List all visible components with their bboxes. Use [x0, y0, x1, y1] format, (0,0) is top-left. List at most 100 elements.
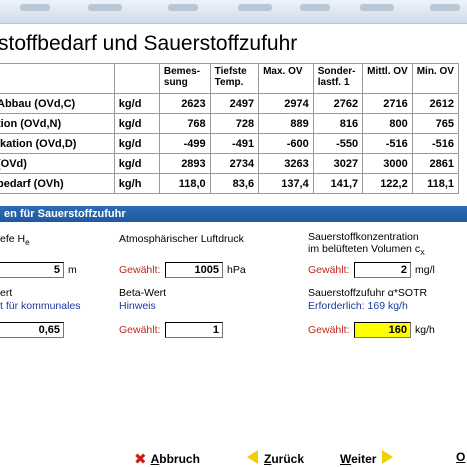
back-mnemonic: Z	[264, 452, 272, 466]
alpha-label: ert	[0, 287, 13, 299]
table-cell: 768	[158, 113, 211, 134]
beta-hint-link[interactable]: Hinweis	[119, 300, 156, 312]
table-cell: 800	[362, 113, 413, 134]
row-unit: kg/h	[113, 173, 160, 194]
cancel-label: bbruch	[159, 452, 200, 466]
row-unit: kg/d	[113, 133, 160, 154]
table-cell: 3027	[312, 153, 364, 174]
top-bar-item	[430, 4, 460, 11]
column-header-max-ov: Max. OV	[258, 63, 314, 94]
next-label: eiter	[351, 452, 377, 466]
table-cell: 2734	[209, 153, 260, 174]
back-label: urück	[271, 452, 305, 466]
table-header-row: Bemes-sung Tiefste Temp. Max. OV Sonder-l…	[0, 63, 460, 94]
row-label: ikation (OVd,D)	[0, 133, 115, 154]
table-cell: 137,4	[258, 173, 314, 194]
table-row: Abbau (OVd,C) kg/d 2623 2497 2974 2762 2…	[0, 93, 460, 114]
table-row: bedarf (OVh) kg/h 118,0 83,6 137,4 141,7…	[0, 173, 460, 194]
column-header-mittl-ov: Mittl. OV	[362, 63, 413, 94]
pressure-chosen-label: Gewählt:	[119, 264, 161, 276]
depth-input[interactable]: 5	[0, 262, 64, 278]
o2-concentration-unit: mg/l	[415, 264, 435, 276]
table-cell: -516	[362, 133, 413, 154]
top-bar-item	[360, 4, 394, 11]
oxygen-demand-table: Bemes-sung Tiefste Temp. Max. OV Sonder-l…	[0, 63, 460, 194]
window-top-bar	[0, 0, 467, 24]
beta-input[interactable]: 1	[165, 322, 223, 338]
sotr-required-text: Erforderlich: 169 kg/h	[308, 300, 408, 312]
arrow-right-icon	[382, 450, 394, 464]
table-cell: 728	[209, 113, 260, 134]
row-label: bedarf (OVh)	[0, 173, 115, 194]
ok-button[interactable]: O	[456, 450, 465, 464]
top-bar-item	[168, 4, 198, 11]
table-row: (OVd) kg/d 2893 2734 3263 3027 3000 2861	[0, 153, 460, 174]
beta-label: Beta-Wert	[119, 287, 167, 299]
table-cell: 118,0	[158, 173, 211, 194]
table-cell: 2623	[158, 93, 211, 114]
beta-chosen-label: Gewählt:	[119, 324, 161, 336]
sotr-label: Sauerstoffzufuhr α*SOTR	[308, 287, 428, 299]
table-cell: -499	[158, 133, 211, 154]
cancel-button[interactable]: ✖ Abbruch	[134, 450, 200, 467]
row-label: tion (OVd,N)	[0, 113, 115, 134]
column-header-tiefste-temp: Tiefste Temp.	[209, 63, 260, 94]
alpha-input[interactable]: 0,65	[0, 322, 64, 338]
column-header	[113, 63, 160, 94]
section-header: en für Sauerstoffzufuhr	[0, 206, 467, 222]
table-cell: 889	[258, 113, 314, 134]
row-unit: kg/d	[113, 113, 160, 134]
table-row: ikation (OVd,D) kg/d -499 -491 -600 -550…	[0, 133, 460, 154]
table-cell: -600	[258, 133, 314, 154]
table-cell: 2974	[258, 93, 314, 114]
depth-label: efe He	[0, 233, 30, 248]
next-button[interactable]: Weiter	[340, 450, 394, 466]
table-cell: 83,6	[209, 173, 260, 194]
o2-chosen-label: Gewählt:	[308, 264, 350, 276]
table-cell: 2497	[209, 93, 260, 114]
column-header	[0, 63, 115, 94]
table-cell: 2612	[411, 93, 460, 114]
row-unit: kg/d	[113, 153, 160, 174]
table-cell: 122,2	[362, 173, 413, 194]
table-cell: 118,1	[411, 173, 460, 194]
row-unit: kg/d	[113, 93, 160, 114]
alpha-hint-link[interactable]: t für kommunales	[0, 300, 81, 312]
table-cell: 141,7	[312, 173, 364, 194]
column-header-sonderlastfall: Sonder-lastf. 1	[312, 63, 364, 94]
sotr-unit: kg/h	[415, 324, 435, 336]
o2-concentration-label: Sauerstoffkonzentration	[308, 231, 419, 243]
o2-concentration-input[interactable]: 2	[354, 262, 411, 278]
close-icon: ✖	[134, 451, 147, 467]
o2-concentration-sublabel: im belüfteten Volumen cX	[308, 243, 425, 258]
table-row: tion (OVd,N) kg/d 768 728 889 816 800 76…	[0, 113, 460, 134]
column-header-bemessung: Bemes-sung	[158, 63, 211, 94]
depth-unit: m	[68, 264, 77, 276]
top-bar-item	[300, 4, 330, 11]
page-title: stoffbedarf und Sauerstoffzufuhr	[0, 32, 298, 55]
next-mnemonic: W	[340, 452, 352, 466]
cancel-mnemonic: A	[150, 452, 160, 466]
pressure-input[interactable]: 1005	[165, 262, 223, 278]
back-button[interactable]: Zurück	[247, 450, 304, 466]
table-cell: 816	[312, 113, 364, 134]
sotr-chosen-label: Gewählt:	[308, 324, 350, 336]
table-cell: 3000	[362, 153, 413, 174]
table-cell: 2861	[411, 153, 460, 174]
top-bar-item	[20, 4, 50, 11]
column-header-min-ov: Min. OV	[411, 63, 460, 94]
table-cell: -516	[411, 133, 460, 154]
table-cell: 765	[411, 113, 460, 134]
pressure-unit: hPa	[227, 264, 246, 276]
pressure-label: Atmosphärischer Luftdruck	[119, 233, 244, 245]
sotr-input[interactable]: 160	[354, 322, 411, 338]
ok-mnemonic: O	[456, 450, 466, 464]
row-label: (OVd)	[0, 153, 115, 174]
arrow-left-icon	[247, 450, 258, 464]
top-bar-item	[88, 4, 122, 11]
table-cell: -491	[209, 133, 260, 154]
table-cell: 3263	[258, 153, 314, 174]
table-cell: 2893	[158, 153, 211, 174]
table-cell: 2762	[312, 93, 364, 114]
table-cell: 2716	[362, 93, 413, 114]
